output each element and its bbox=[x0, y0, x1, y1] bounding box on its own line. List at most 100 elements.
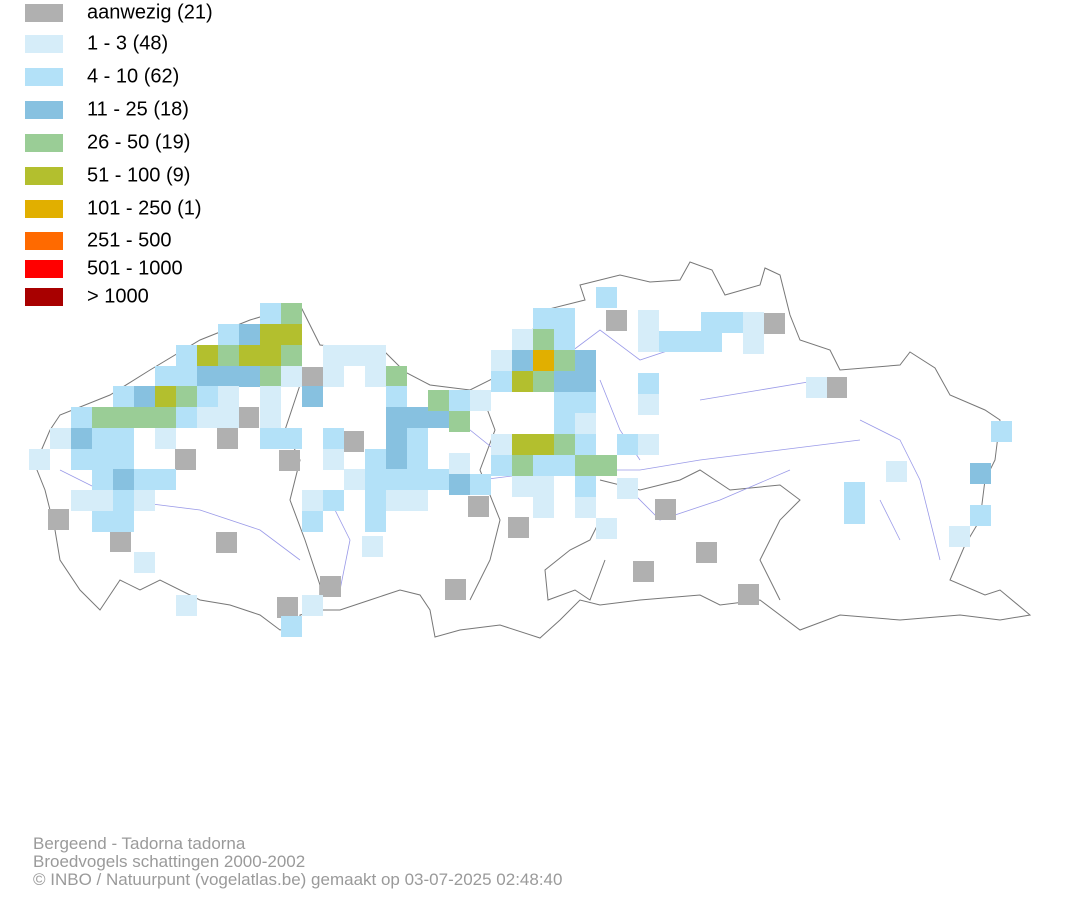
grid-square bbox=[238, 407, 259, 428]
grid-square bbox=[659, 331, 680, 352]
grid-square bbox=[176, 345, 197, 366]
grid-square bbox=[113, 407, 134, 428]
grid-square bbox=[71, 449, 92, 470]
grid-square bbox=[606, 310, 627, 331]
grid-square bbox=[680, 331, 701, 352]
grid-square bbox=[386, 428, 407, 449]
grid-square bbox=[71, 428, 92, 449]
grid-square bbox=[197, 366, 218, 387]
grid-square bbox=[886, 461, 907, 482]
grid-square bbox=[533, 476, 554, 497]
grid-square bbox=[302, 367, 323, 388]
grid-square bbox=[533, 350, 554, 371]
grid-square bbox=[302, 490, 323, 511]
grid-square bbox=[343, 431, 364, 452]
grid-square bbox=[386, 407, 407, 428]
grid-square bbox=[239, 345, 260, 366]
grid-square bbox=[365, 469, 386, 490]
grid-square bbox=[701, 312, 722, 333]
grid-square bbox=[197, 386, 218, 407]
grid-square bbox=[281, 345, 302, 366]
grid-square bbox=[701, 331, 722, 352]
legend-label: 501 - 1000 bbox=[87, 257, 183, 279]
grid-square bbox=[113, 511, 134, 532]
grid-square bbox=[92, 469, 113, 490]
grid-square bbox=[277, 597, 298, 618]
grid-square bbox=[217, 428, 238, 449]
grid-square bbox=[617, 478, 638, 499]
grid-square bbox=[386, 386, 407, 407]
grid-square bbox=[722, 312, 743, 333]
grid-square bbox=[844, 482, 865, 503]
grid-square bbox=[260, 428, 281, 449]
grid-square bbox=[302, 511, 323, 532]
grid-square bbox=[175, 449, 196, 470]
grid-square bbox=[323, 366, 344, 387]
legend-swatch bbox=[25, 101, 63, 119]
legend-label: 11 - 25 (18) bbox=[87, 98, 189, 120]
grid-square bbox=[92, 490, 113, 511]
grid-square bbox=[508, 517, 529, 538]
grid-square bbox=[92, 449, 113, 470]
grid-square bbox=[554, 434, 575, 455]
legend-swatch bbox=[25, 167, 63, 185]
grid-square bbox=[970, 463, 991, 484]
grid-square bbox=[260, 303, 281, 324]
grid-square bbox=[386, 490, 407, 511]
grid-square bbox=[281, 616, 302, 637]
grid-square bbox=[428, 390, 449, 411]
grid-square bbox=[323, 449, 344, 470]
grid-square bbox=[575, 350, 596, 371]
grid-square bbox=[365, 511, 386, 532]
grid-square bbox=[134, 552, 155, 573]
grid-square bbox=[491, 371, 512, 392]
grid-square bbox=[844, 503, 865, 524]
grid-square bbox=[575, 392, 596, 413]
grid-square bbox=[365, 449, 386, 470]
grid-square bbox=[344, 469, 365, 490]
grid-square bbox=[302, 386, 323, 407]
river bbox=[59, 329, 941, 591]
grid-square bbox=[134, 469, 155, 490]
grid-square bbox=[617, 434, 638, 455]
grid-square bbox=[554, 350, 575, 371]
legend-swatch bbox=[25, 200, 63, 218]
grid-square bbox=[491, 434, 512, 455]
grid-square bbox=[512, 455, 533, 476]
footer-line: Bergeend - Tadorna tadorna bbox=[33, 834, 246, 853]
legend-swatch bbox=[25, 288, 63, 306]
grid-square bbox=[533, 497, 554, 518]
grid-square bbox=[533, 329, 554, 350]
grid-square bbox=[533, 308, 554, 329]
grid-square bbox=[365, 345, 386, 366]
legend-label: 51 - 100 (9) bbox=[87, 164, 190, 186]
grid-square bbox=[554, 413, 575, 434]
grid-square bbox=[260, 324, 281, 345]
grid-square bbox=[362, 536, 383, 557]
grid-square bbox=[260, 407, 281, 428]
grid-square bbox=[407, 407, 428, 428]
grid-square bbox=[575, 371, 596, 392]
grid-square bbox=[533, 434, 554, 455]
legend-swatch bbox=[25, 4, 63, 22]
grid-square bbox=[575, 434, 596, 455]
grid-square bbox=[155, 386, 176, 407]
grid-square bbox=[512, 350, 533, 371]
legend-swatch bbox=[25, 134, 63, 152]
legend-swatch bbox=[25, 260, 63, 278]
grid-square bbox=[218, 407, 239, 428]
grid-square bbox=[407, 469, 428, 490]
grid-square bbox=[218, 386, 239, 407]
grid-square bbox=[260, 366, 281, 387]
grid-square bbox=[71, 407, 92, 428]
grid-square bbox=[218, 345, 239, 366]
footer-line: Broedvogels schattingen 2000-2002 bbox=[33, 852, 305, 871]
grid-square bbox=[218, 324, 239, 345]
grid-square bbox=[197, 345, 218, 366]
grid-square bbox=[512, 329, 533, 350]
grid-square bbox=[239, 366, 260, 387]
grid-square bbox=[970, 505, 991, 526]
grid-square bbox=[428, 469, 449, 490]
grid-square bbox=[743, 333, 764, 354]
